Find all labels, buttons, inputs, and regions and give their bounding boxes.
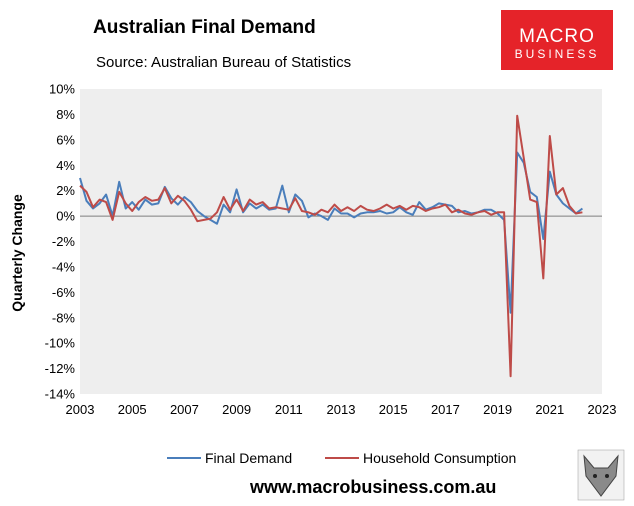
x-tick-label: 2005 bbox=[118, 402, 147, 417]
x-tick-label: 2017 bbox=[431, 402, 460, 417]
y-tick-label: -4% bbox=[52, 259, 76, 274]
legend-label-final-demand: Final Demand bbox=[205, 450, 292, 466]
y-tick-label: 8% bbox=[56, 107, 75, 122]
y-tick-label: -6% bbox=[52, 285, 76, 300]
y-tick-label: 6% bbox=[56, 132, 75, 147]
legend: Final Demand Household Consumption bbox=[167, 450, 516, 466]
x-tick-label: 2003 bbox=[66, 402, 95, 417]
x-tick-label: 2009 bbox=[222, 402, 251, 417]
y-tick-label: 10% bbox=[49, 82, 75, 97]
x-tick-label: 2015 bbox=[379, 402, 408, 417]
legend-label-household-consumption: Household Consumption bbox=[363, 450, 516, 466]
chart-title: Australian Final Demand bbox=[93, 17, 316, 38]
x-tick-label: 2019 bbox=[483, 402, 512, 417]
y-tick-label: -12% bbox=[45, 361, 76, 376]
y-axis-label: Quarterly Change bbox=[9, 194, 25, 312]
x-axis-ticks: 2003 2005 2007 2009 2011 2013 2015 2017 2019 2021… bbox=[66, 402, 617, 417]
footer-url: www.macrobusiness.com.au bbox=[249, 477, 496, 497]
logo-line2: BUSINESS bbox=[515, 47, 600, 61]
series-line-household-consumption bbox=[79, 114, 583, 378]
y-tick-label: 4% bbox=[56, 158, 75, 173]
x-tick-label: 2011 bbox=[275, 402, 303, 417]
x-tick-label: 2023 bbox=[588, 402, 617, 417]
plot-area bbox=[80, 89, 602, 394]
x-tick-label: 2013 bbox=[327, 402, 356, 417]
x-tick-label: 2021 bbox=[535, 402, 564, 417]
y-tick-label: 2% bbox=[56, 183, 75, 198]
y-tick-label: -2% bbox=[52, 234, 76, 249]
logo-line1: MACRO bbox=[519, 26, 595, 47]
series-lines bbox=[79, 114, 584, 378]
y-axis-ticks: 10% 8% 6% 4% 2% 0% -2% -4% -6% -8% -10% -12% -14% bbox=[45, 82, 76, 402]
x-tick-label: 2007 bbox=[170, 402, 199, 417]
brand-logo: MACRO BUSINESS bbox=[501, 10, 613, 70]
wolf-eye-right bbox=[605, 474, 609, 478]
chart-subtitle: Source: Australian Bureau of Statistics bbox=[96, 54, 351, 71]
y-tick-label: -10% bbox=[45, 336, 76, 351]
wolf-head-icon bbox=[583, 454, 619, 497]
logo-background bbox=[501, 10, 613, 70]
y-tick-label: -8% bbox=[52, 310, 76, 325]
wolf-logo bbox=[577, 449, 625, 501]
wolf-eye-left bbox=[593, 474, 597, 478]
y-tick-label: -14% bbox=[45, 387, 76, 402]
y-tick-label: 0% bbox=[56, 209, 75, 224]
